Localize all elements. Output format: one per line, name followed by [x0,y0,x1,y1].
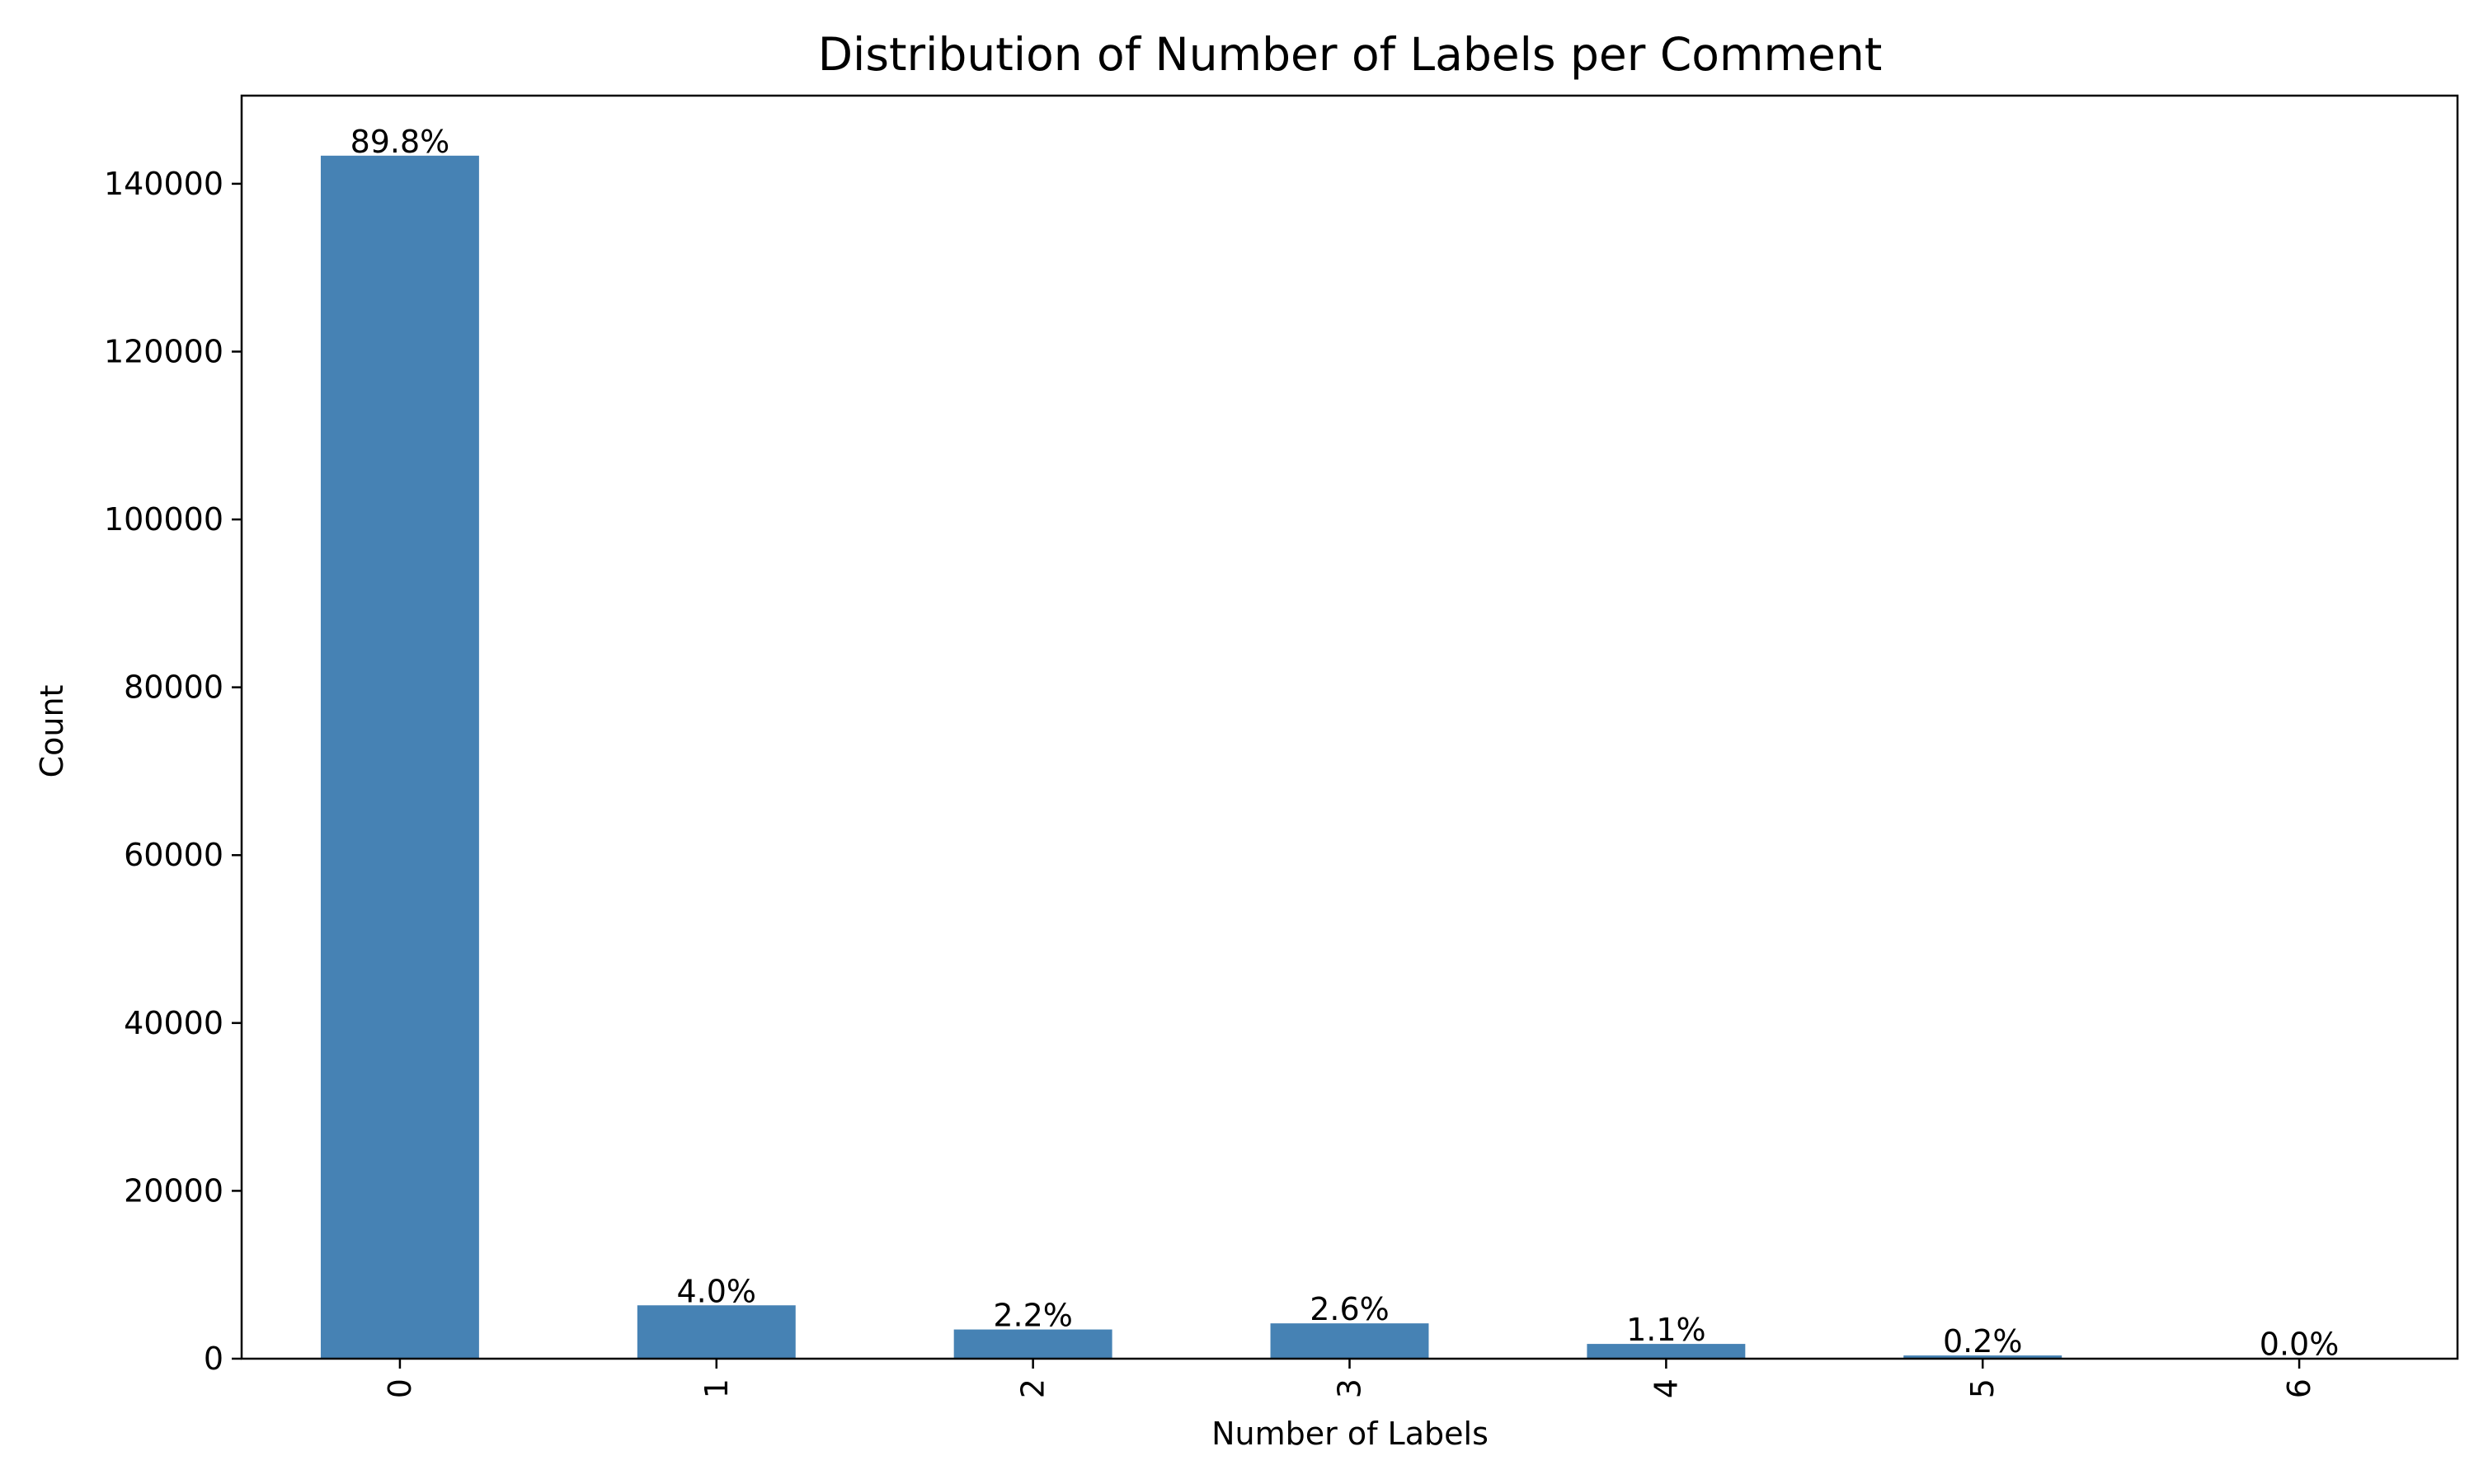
x-axis-label: Number of Labels [1211,1416,1489,1452]
chart-title: Distribution of Number of Labels per Com… [818,28,1883,81]
bars-layer [320,155,2379,1359]
bar-0 [320,155,479,1359]
bar-5 [1903,1355,2062,1359]
x-axis: 0 1 2 3 4 5 6 [382,1359,2317,1398]
x-tick-label-2: 2 [1015,1378,1051,1398]
x-tick-label-0: 0 [382,1378,418,1398]
x-tick-label-6: 6 [2281,1378,2317,1398]
bar-1 [637,1305,796,1359]
y-tick-label-0: 0 [204,1341,223,1377]
y-tick-label-120000: 120000 [104,333,223,369]
y-tick-label-20000: 20000 [124,1172,223,1209]
y-tick-label-100000: 100000 [104,501,223,538]
y-tick-label-80000: 80000 [124,669,223,706]
data-label-1: 4.0% [677,1273,757,1309]
y-tick-label-60000: 60000 [124,837,223,873]
y-tick-label-140000: 140000 [104,166,223,202]
data-label-0: 89.8% [350,124,450,160]
data-label-3: 2.6% [1310,1291,1390,1327]
bar-2 [953,1329,1112,1359]
plot-frame [240,94,2459,1360]
data-labels-layer: 89.8% 4.0% 2.2% 2.6% 1.1% 0.2% 0.0% [350,124,2340,1363]
x-tick-label-4: 4 [1648,1378,1684,1398]
bar-3 [1270,1323,1429,1359]
data-label-6: 0.0% [2260,1327,2340,1363]
y-axis: 0 20000 40000 60000 80000 100000 120000 140000 [104,166,242,1377]
bar-4 [1587,1344,1746,1359]
x-tick-label-3: 3 [1332,1378,1368,1398]
y-tick-label-40000: 40000 [124,1005,223,1041]
x-tick-label-5: 5 [1964,1378,2001,1398]
data-label-4: 1.1% [1626,1312,1706,1348]
y-axis-label: Count [34,685,70,778]
data-label-5: 0.2% [1943,1323,2023,1360]
data-label-2: 2.2% [993,1298,1073,1334]
x-tick-label-1: 1 [698,1378,735,1398]
